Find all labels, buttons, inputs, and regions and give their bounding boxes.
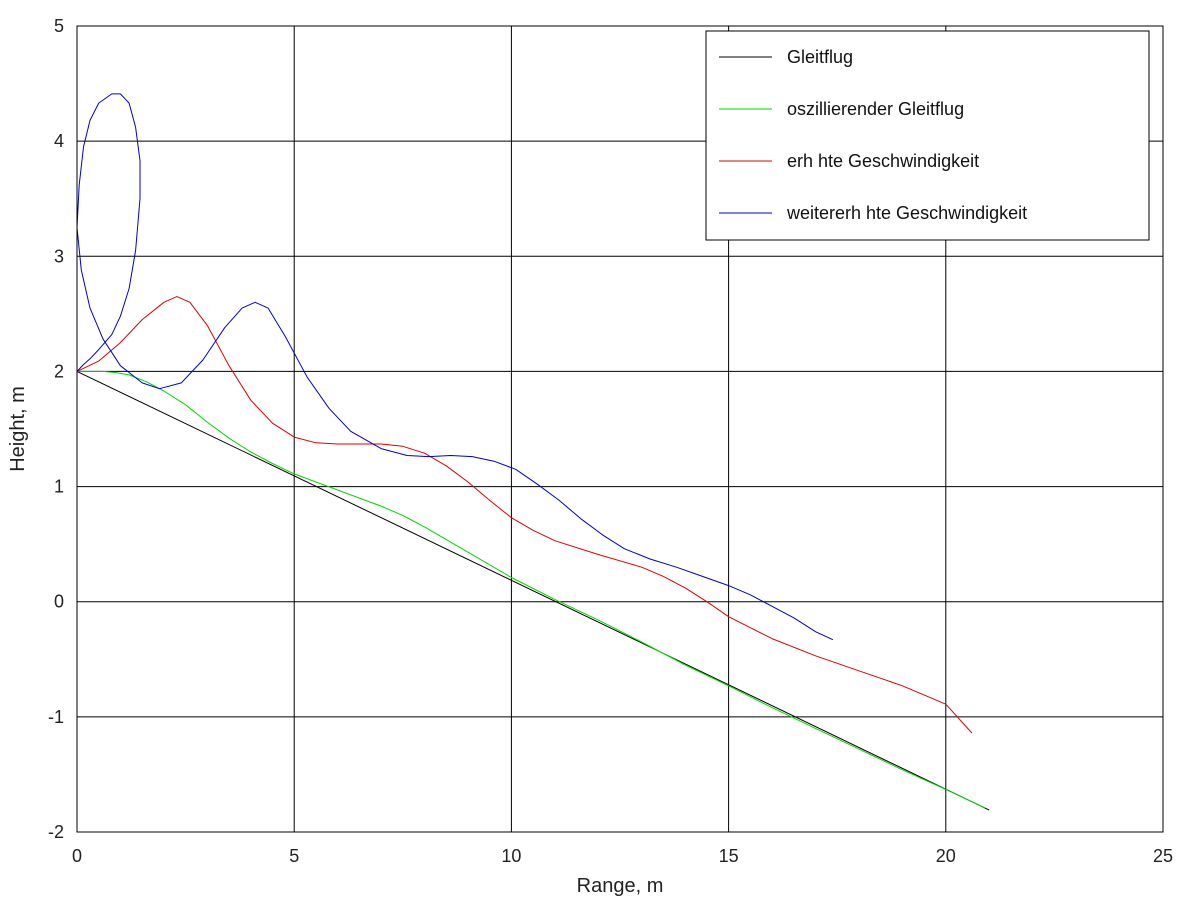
series-line-0	[76, 370, 990, 811]
y-tick-label: 0	[54, 592, 64, 612]
x-tick-label: 5	[289, 846, 299, 866]
y-tick-label: -1	[48, 707, 64, 727]
x-tick-label: 20	[936, 846, 956, 866]
series-line-1	[77, 370, 986, 809]
tick-labels: 0 5 10 15 20 25 -2 -1 0 1 2 3 4 5	[48, 16, 1173, 866]
series-line-3	[76, 93, 834, 641]
legend-label: erh hte Geschwindigkeit	[787, 151, 979, 171]
series-lines	[76, 93, 990, 811]
x-tick-label: 15	[719, 846, 739, 866]
legend-label: Gleitflug	[787, 47, 853, 67]
legend: Gleitflug oszillierender Gleitflug erh hte…	[705, 30, 1150, 241]
y-tick-label: 1	[54, 477, 64, 497]
y-axis-label: Height, m	[7, 386, 29, 472]
legend-label: weitererh hte Geschwindigkeit	[786, 203, 1027, 223]
x-tick-label: 0	[72, 846, 82, 866]
y-tick-label: 3	[54, 246, 64, 266]
y-tick-label: 2	[54, 361, 64, 381]
x-axis-label: Range, m	[577, 875, 664, 897]
y-tick-label: 4	[54, 131, 64, 151]
legend-box	[705, 30, 1150, 241]
y-tick-label: 5	[54, 16, 64, 36]
plot-frame	[76, 25, 1164, 833]
x-tick-label: 25	[1153, 846, 1173, 866]
x-tick-label: 10	[501, 846, 521, 866]
series-line-2	[76, 296, 973, 734]
legend-label: oszillierender Gleitflug	[787, 99, 964, 119]
y-tick-label: -2	[48, 822, 64, 842]
